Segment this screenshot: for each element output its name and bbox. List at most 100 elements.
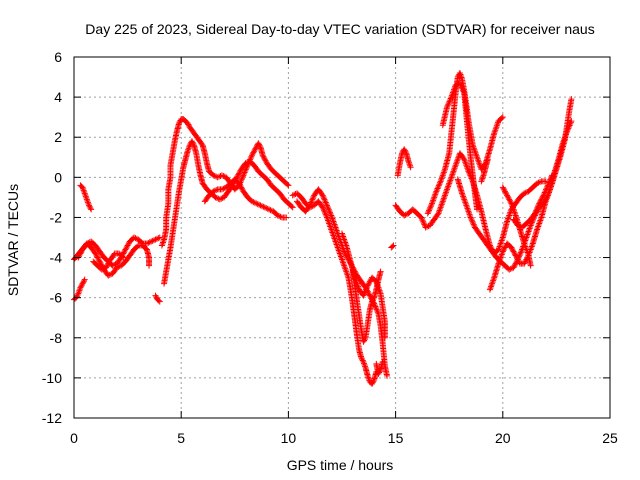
- data-point: [96, 257, 103, 264]
- data-point: [274, 212, 281, 219]
- data-point: [546, 178, 553, 185]
- data-point: [211, 172, 218, 179]
- data-point: [365, 281, 372, 288]
- data-point: [252, 145, 259, 152]
- data-point: [105, 272, 112, 279]
- data-segment: [388, 242, 397, 251]
- data-segment: [201, 176, 290, 221]
- data-point: [125, 241, 132, 248]
- data-point: [261, 156, 268, 163]
- data-point: [80, 279, 87, 286]
- data-point: [81, 276, 88, 283]
- data-point: [503, 191, 510, 198]
- data-point: [93, 253, 100, 260]
- data-point: [373, 306, 380, 313]
- data-point: [531, 211, 538, 218]
- data-point: [131, 234, 138, 241]
- data-point: [502, 189, 509, 196]
- data-point: [251, 199, 258, 206]
- data-point: [428, 201, 435, 208]
- data-point: [370, 378, 377, 385]
- data-point: [320, 207, 327, 214]
- data-point: [256, 141, 263, 148]
- data-point: [184, 120, 191, 127]
- data-point: [418, 214, 425, 221]
- data-point: [321, 208, 328, 215]
- y-tick-label: 0: [54, 169, 62, 185]
- data-point: [565, 125, 572, 132]
- data-segment: [486, 118, 575, 293]
- data-point: [535, 201, 542, 208]
- data-point: [535, 179, 542, 186]
- data-point: [508, 244, 515, 251]
- data-point: [238, 185, 245, 192]
- data-point: [427, 204, 434, 211]
- data-point: [374, 307, 381, 314]
- data-point: [501, 245, 508, 252]
- data-point: [156, 298, 163, 305]
- data-point: [134, 243, 141, 250]
- data-point: [214, 174, 221, 181]
- chart-title: Day 225 of 2023, Sidereal Day-to-day VTE…: [85, 21, 594, 37]
- data-point: [189, 139, 196, 146]
- data-point: [267, 207, 274, 214]
- data-point: [236, 180, 243, 187]
- data-point: [143, 240, 150, 247]
- data-point: [236, 181, 243, 188]
- data-point: [522, 189, 529, 196]
- data-point: [276, 213, 283, 220]
- data-point: [509, 245, 516, 252]
- y-axis-label: SDTVAR / TECUs: [5, 184, 21, 296]
- data-point: [375, 370, 382, 377]
- data-point: [284, 181, 291, 188]
- data-segment: [373, 358, 386, 377]
- data-point: [435, 184, 442, 191]
- data-segment: [77, 182, 95, 213]
- data-point: [121, 249, 128, 256]
- data-point: [155, 235, 162, 242]
- data-point: [148, 238, 155, 245]
- data-point: [210, 188, 217, 195]
- data-point: [371, 302, 378, 309]
- data-point: [504, 193, 511, 200]
- data-point: [511, 251, 518, 258]
- data-point: [542, 186, 549, 193]
- data-point: [326, 208, 333, 215]
- data-point: [105, 260, 112, 267]
- data-point: [467, 214, 474, 221]
- data-point: [73, 293, 80, 300]
- data-point: [425, 209, 432, 216]
- data-point: [376, 368, 383, 375]
- data-point: [309, 195, 316, 202]
- data-point: [527, 222, 534, 229]
- data-point: [436, 181, 443, 188]
- data-point: [305, 203, 312, 210]
- y-tick-label: -10: [42, 370, 62, 386]
- data-point: [213, 187, 220, 194]
- data-point: [547, 176, 554, 183]
- data-point: [511, 249, 518, 256]
- data-point: [539, 195, 546, 202]
- data-point: [567, 119, 574, 126]
- data-point: [517, 250, 524, 257]
- data-point: [78, 249, 85, 256]
- data-point: [534, 204, 541, 211]
- data-point: [124, 242, 131, 249]
- data-point: [251, 148, 258, 155]
- data-segment: [349, 266, 384, 345]
- data-point: [514, 222, 521, 229]
- y-tick-label: -2: [50, 209, 63, 225]
- data-point: [424, 223, 431, 230]
- data-point: [263, 205, 270, 212]
- data-point: [254, 201, 261, 208]
- data-point: [390, 242, 397, 249]
- data-point: [153, 293, 160, 300]
- data-segment: [158, 116, 292, 249]
- data-point: [510, 264, 517, 271]
- x-tick-label: 25: [602, 430, 618, 446]
- data-point: [366, 278, 373, 285]
- data-point: [236, 170, 243, 177]
- data-point: [306, 202, 313, 209]
- data-point: [190, 140, 197, 147]
- data-point: [369, 297, 376, 304]
